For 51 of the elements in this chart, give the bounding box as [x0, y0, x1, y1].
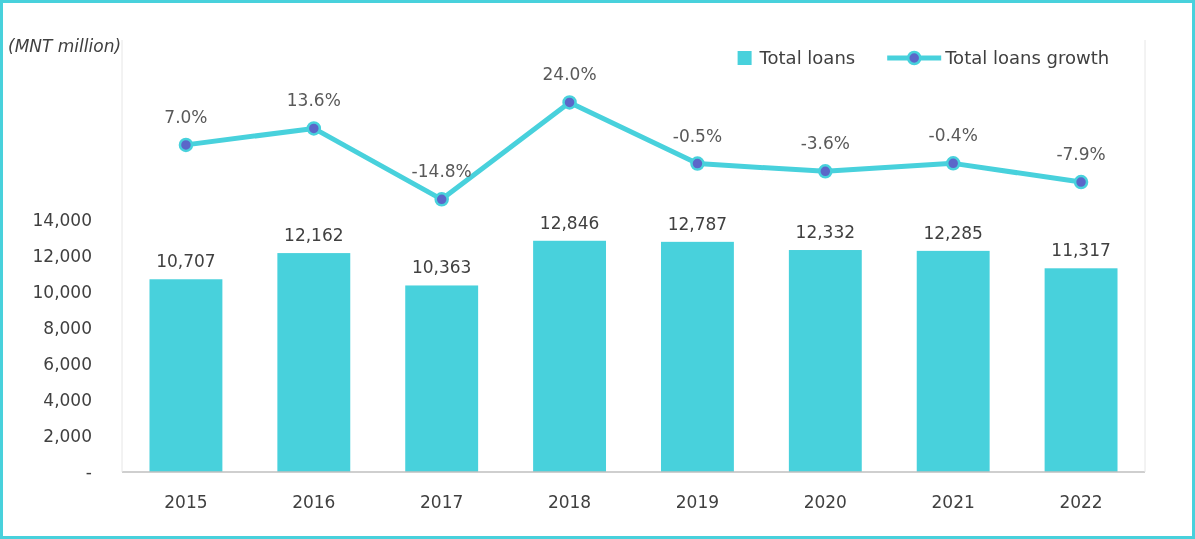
y-tick-label: 4,000: [43, 390, 92, 410]
bar: [149, 279, 223, 472]
point: [818, 164, 833, 179]
data-label: 13.6%: [286, 90, 341, 111]
x-tick-label: 2021: [931, 492, 975, 512]
legend-label: Total loans: [758, 47, 856, 68]
data-label: 10,363: [411, 257, 472, 278]
data-label: -14.8%: [411, 161, 472, 182]
bar: [277, 253, 351, 472]
x-tick-label: 2019: [675, 492, 720, 512]
data-label: 12,162: [284, 225, 344, 246]
y-tick-label: 2,000: [43, 426, 92, 446]
y-tick-label: 12,000: [32, 246, 92, 266]
y-tick-label: 14,000: [32, 210, 92, 230]
x-tick-label: 2020: [803, 492, 847, 512]
bar: [916, 250, 990, 472]
point: [945, 156, 961, 171]
data-label: 24.0%: [542, 64, 597, 85]
point: [434, 192, 449, 207]
point: [690, 156, 705, 171]
bar: [533, 240, 607, 472]
x-tick-label: 2018: [547, 492, 592, 512]
point: [562, 95, 577, 110]
data-label: -0.5%: [672, 125, 723, 146]
text: (MNT million): [8, 36, 122, 56]
y-tick-label: 8,000: [43, 318, 92, 338]
y-tick-label: 10,000: [32, 282, 92, 302]
x-tick-label: 2016: [292, 492, 336, 512]
y-tick-label: 6,000: [43, 354, 92, 374]
legend-label: Total loans growth: [944, 47, 1110, 68]
point: [178, 137, 194, 153]
data-label: 11,317: [1051, 240, 1111, 261]
data-label: 12,846: [539, 212, 600, 233]
bar: [788, 250, 862, 472]
bar: [660, 241, 734, 472]
data-label: 12,787: [667, 213, 728, 234]
x-tick-label: 2017: [420, 492, 464, 512]
data-label: 12,285: [923, 222, 983, 243]
data-label: 7.0%: [164, 106, 208, 127]
data-label: 10,707: [156, 251, 216, 272]
x-tick-label: 2015: [164, 492, 208, 512]
data-label: -7.9%: [1056, 144, 1106, 165]
y-tick-label: -: [85, 462, 92, 482]
bar: [1044, 268, 1118, 472]
data-label: -3.6%: [800, 133, 850, 154]
bar: [405, 285, 479, 472]
data-label: -0.4%: [928, 125, 978, 146]
point: [1073, 174, 1089, 190]
point: [306, 121, 322, 136]
data-label: 12,332: [795, 222, 856, 243]
x-tick-label: 2022: [1059, 492, 1103, 512]
